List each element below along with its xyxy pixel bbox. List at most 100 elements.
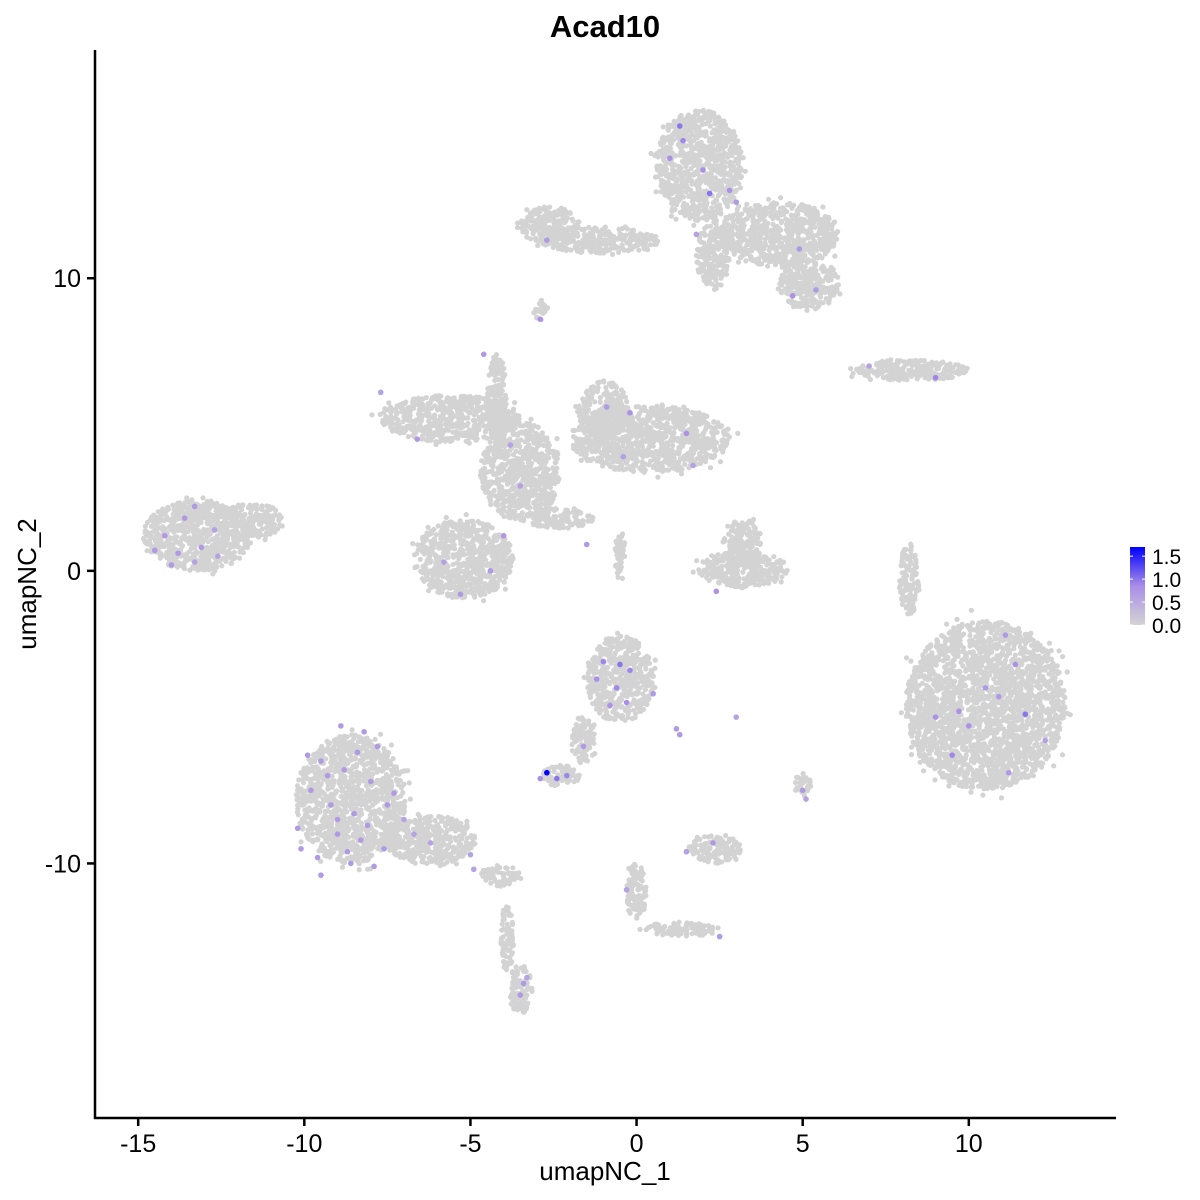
cell-point — [658, 142, 664, 148]
cell-point — [458, 425, 464, 431]
cell-point — [534, 497, 540, 503]
cell-point — [583, 448, 590, 454]
cell-point — [588, 238, 594, 244]
cell-point — [616, 429, 622, 435]
cell-point — [524, 451, 530, 457]
cell-point — [671, 169, 677, 175]
cell-point — [493, 500, 499, 506]
cell-point — [689, 150, 695, 156]
cell-point — [597, 229, 603, 236]
cell-point — [669, 190, 675, 196]
cell-point — [526, 472, 532, 478]
cell-point — [766, 196, 772, 202]
cell-point — [770, 221, 776, 227]
cell-point — [664, 420, 670, 426]
cell-point — [627, 231, 633, 237]
cell-point — [677, 114, 683, 121]
cell-point — [721, 135, 727, 141]
cell-point — [552, 210, 558, 216]
cell-point — [604, 436, 611, 442]
cell-point — [671, 197, 677, 203]
cell-point — [801, 246, 808, 252]
cell-point — [626, 238, 633, 244]
cell-point — [832, 253, 838, 259]
cell-point — [738, 167, 744, 173]
cell-point — [596, 409, 602, 415]
cell-point — [471, 412, 477, 418]
cell-point — [488, 493, 494, 499]
cell-point — [709, 205, 715, 211]
cell-point — [713, 147, 719, 154]
cell-point — [693, 108, 699, 114]
cell-point — [691, 436, 697, 442]
cell-point — [738, 247, 744, 253]
cell-point — [388, 425, 394, 431]
cell-point — [716, 136, 723, 143]
cell-point — [693, 422, 699, 428]
cell-point — [805, 275, 811, 282]
cell-point — [656, 462, 662, 469]
cell-point — [619, 393, 625, 399]
cell-point — [696, 132, 702, 138]
cell-point — [656, 430, 662, 436]
cell-point — [670, 405, 676, 411]
cell-point — [700, 177, 706, 183]
cell-point — [729, 149, 736, 155]
cell-point — [757, 217, 763, 223]
cell-point — [499, 496, 505, 502]
cell-point — [770, 236, 776, 242]
cell-point — [570, 228, 576, 234]
cell-point — [600, 418, 606, 424]
cell-point — [422, 406, 428, 412]
cell-point — [763, 231, 769, 237]
cell-point — [736, 145, 742, 151]
cell-point — [748, 233, 754, 239]
cell-point — [540, 501, 547, 507]
cell-point — [615, 396, 621, 403]
cell-point — [583, 389, 590, 396]
cell-point — [756, 209, 763, 215]
cell-point — [831, 240, 837, 246]
cell-point — [715, 163, 721, 169]
cell-point — [562, 238, 568, 244]
cell-point — [707, 123, 713, 129]
cell-point — [701, 109, 707, 115]
cell-point — [629, 246, 635, 252]
cell-point — [677, 193, 684, 199]
cell-point — [692, 410, 698, 416]
cell-point — [708, 453, 714, 459]
cell-point — [752, 207, 759, 213]
cell-point — [440, 408, 446, 414]
cell-point — [545, 440, 551, 446]
cell-point — [481, 460, 487, 466]
cell-point — [603, 384, 609, 391]
cell-point — [795, 289, 801, 295]
cell-point — [620, 442, 626, 449]
cell-point — [788, 212, 794, 218]
cell-point — [639, 418, 645, 424]
cell-point — [694, 194, 701, 200]
cell-point — [606, 232, 612, 238]
cell-point — [416, 423, 422, 429]
cell-point — [562, 245, 569, 251]
cell-point — [750, 223, 757, 229]
cell-point — [816, 220, 822, 227]
cell-point — [768, 257, 774, 263]
cell-point — [575, 239, 582, 246]
cell-point — [696, 186, 702, 192]
cell-point — [804, 300, 810, 306]
cell-point — [821, 285, 827, 291]
cell-point — [779, 240, 785, 246]
cell-point — [757, 234, 764, 240]
cell-point — [750, 246, 756, 252]
cell-point — [506, 495, 512, 501]
cell-point — [420, 401, 426, 407]
cell-point — [680, 149, 686, 155]
cell-point — [602, 237, 608, 243]
cell-point — [692, 212, 698, 218]
cell-point — [708, 169, 714, 175]
cell-point — [606, 453, 612, 459]
cell-point — [743, 258, 749, 264]
cell-point — [789, 205, 795, 211]
cell-point — [633, 462, 639, 468]
